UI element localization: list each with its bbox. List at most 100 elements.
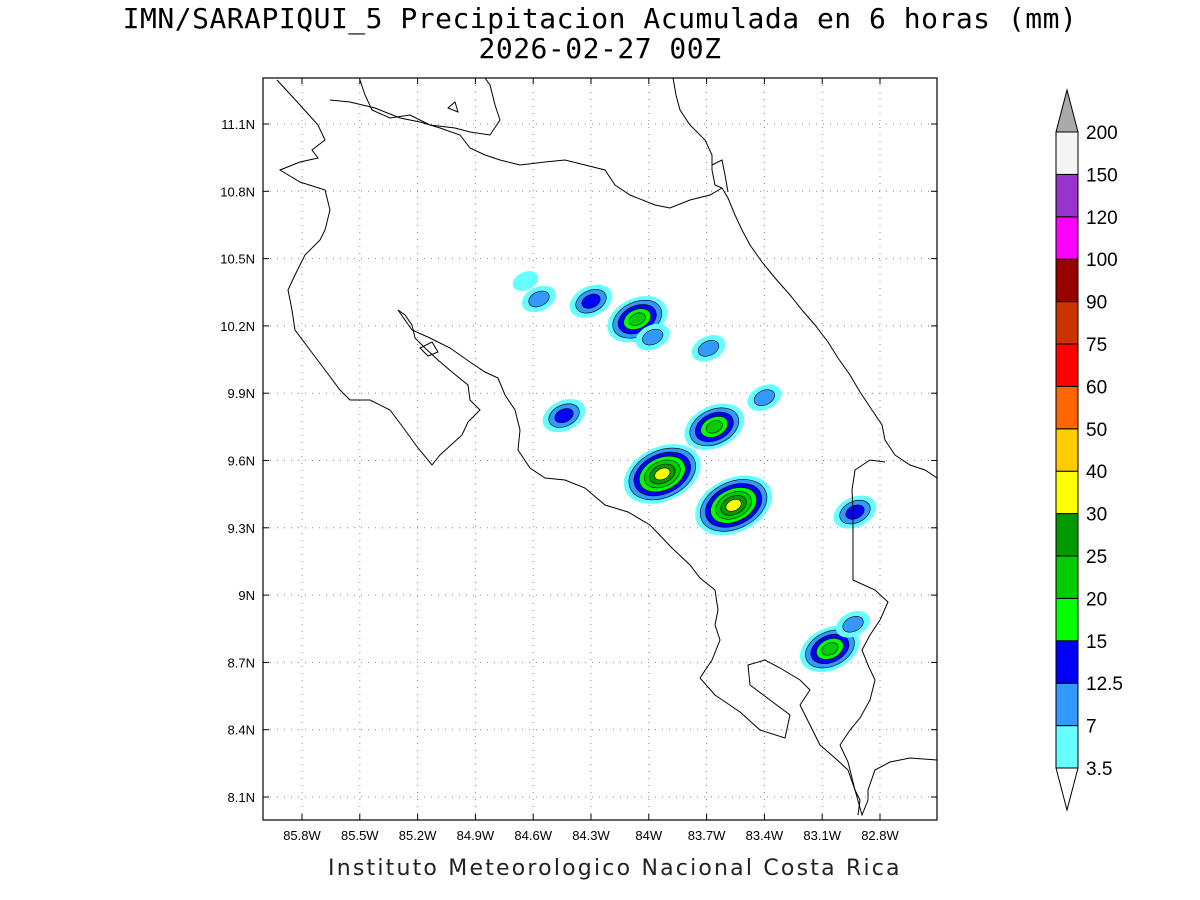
- color-legend: 3.5 7 12.5 15 20 25 30 40 50 60 75 90 100 120 150 200: [1055, 88, 1123, 812]
- coastline-gulf-nicoya: [397, 309, 861, 816]
- map-background: [263, 78, 937, 820]
- rain-cell: [835, 610, 871, 638]
- colorbar-label: 50: [1086, 420, 1107, 441]
- colorbar-label: 15: [1086, 632, 1107, 653]
- lat-tick-label: 10.2N: [220, 319, 255, 334]
- islet: [447, 101, 459, 113]
- border-panama: [839, 459, 889, 791]
- lon-tick-label: 84.9W: [457, 828, 495, 843]
- colorbar-label: 150: [1086, 165, 1118, 186]
- rain-cell: [569, 284, 613, 318]
- rain-contour: [628, 312, 646, 326]
- colorbar-swatch: [1055, 682, 1079, 727]
- colorbar-label: 120: [1086, 208, 1118, 229]
- map-frame: [262, 77, 938, 821]
- island: [419, 341, 439, 357]
- rain-contour: [642, 328, 664, 346]
- rain-contour: [654, 467, 671, 481]
- rain-cell: [623, 444, 701, 504]
- lat-tick-label: 10.8N: [220, 184, 255, 199]
- lat-tick-label: 9.3N: [228, 521, 255, 536]
- colorbar-swatch: [1055, 173, 1079, 218]
- colorbar-swatch: [1055, 597, 1079, 642]
- lon-tick-label: 84.6W: [514, 828, 552, 843]
- colorbar-label: 40: [1086, 462, 1107, 483]
- colorbar-label: 30: [1086, 505, 1107, 526]
- colorbar-label: 200: [1086, 123, 1118, 144]
- rain-cell: [521, 285, 557, 313]
- colorbar-swatch: [1055, 555, 1079, 599]
- coastline-borders: [276, 78, 937, 817]
- rain-cell: [833, 495, 877, 529]
- colorbar-swatch: [1055, 301, 1079, 345]
- footer-institution: Instituto Meteorologico Nacional Costa R…: [328, 856, 902, 881]
- rain-cell: [695, 475, 773, 536]
- colorbar-label: 90: [1086, 293, 1107, 314]
- colorbar-label: 60: [1086, 377, 1107, 398]
- coastline-panama-south: [854, 757, 937, 817]
- lat-tick-label: 9.6N: [228, 454, 255, 469]
- lon-tick-label: 85.5W: [341, 828, 379, 843]
- lat-tick-label: 10.5N: [220, 252, 255, 267]
- coastline-northwest: [276, 79, 481, 466]
- colorbar-swatch: [1055, 725, 1079, 769]
- rain-contour: [697, 340, 720, 357]
- colorbar-swatch: [1055, 385, 1079, 430]
- rain-contour: [821, 642, 839, 656]
- lat-tick-label: 8.4N: [228, 723, 255, 738]
- lon-tick-label: 84.3W: [572, 828, 610, 843]
- colorbar-label: 12.5: [1086, 674, 1123, 695]
- coastline-caribbean: [672, 78, 937, 479]
- lon-tick-label: 83.4W: [746, 828, 784, 843]
- colorbar-label: 3.5: [1086, 759, 1112, 780]
- lake-nicaragua-shore: [359, 78, 501, 136]
- rain-cell: [635, 323, 670, 351]
- colorbar-swatch: [1055, 640, 1079, 684]
- rain-contour: [581, 293, 601, 309]
- rain-cells: [512, 271, 877, 673]
- rain-contour: [705, 420, 723, 434]
- colorbar-swatch: [1055, 513, 1079, 557]
- rain-cell: [691, 335, 726, 362]
- axis-tick-labels: 85.8W 85.5W 85.2W 84.9W 84.6W 84.3W 84W 83.7W 83…: [220, 78, 937, 843]
- colorbar-under-arrow: [1055, 767, 1079, 812]
- colorbar-label: 20: [1086, 589, 1107, 610]
- coastline-north-cape: [711, 159, 729, 193]
- map-title: IMN/SARAPIQUI_5 Precipitacion Acumulada …: [122, 2, 1078, 35]
- lat-tick-label: 9.9N: [228, 386, 255, 401]
- lon-tick-label: 83.1W: [803, 828, 841, 843]
- rain-contour: [842, 616, 864, 633]
- rain-contour: [512, 271, 539, 291]
- colorbar-swatch: [1055, 428, 1079, 472]
- lat-tick-label: 8.7N: [228, 655, 255, 670]
- colorbar-label: 7: [1086, 717, 1097, 738]
- map-subtitle-date: 2026-02-27 00Z: [478, 32, 722, 65]
- lon-tick-label: 84W: [635, 828, 662, 843]
- colorbar-label: 75: [1086, 335, 1107, 356]
- rain-cell: [542, 399, 586, 433]
- rain-cell: [747, 384, 782, 411]
- rain-contour: [845, 504, 865, 520]
- rain-cell: [684, 403, 745, 451]
- lon-tick-label: 85.8W: [283, 828, 321, 843]
- colorbar-swatch: [1055, 470, 1079, 515]
- lat-tick-label: 11.1N: [221, 117, 255, 132]
- border-nicaragua: [329, 99, 723, 209]
- lat-tick-label: 8.1N: [228, 790, 255, 805]
- lat-tick-label: 9N: [238, 588, 255, 603]
- rain-contour: [528, 290, 550, 308]
- colorbar-swatch: [1055, 131, 1079, 175]
- colorbar-label: 100: [1086, 250, 1118, 271]
- lon-tick-label: 83.7W: [688, 828, 726, 843]
- colorbar-swatch: [1055, 343, 1079, 387]
- rain-contour: [725, 499, 742, 512]
- colorbar-label: 25: [1086, 547, 1107, 568]
- colorbar-swatch: [1055, 258, 1079, 303]
- rain-contour: [753, 389, 775, 406]
- lon-tick-label: 82.8W: [861, 828, 899, 843]
- rain-contour: [554, 408, 574, 424]
- lon-tick-label: 85.2W: [399, 828, 437, 843]
- rain-cell: [512, 271, 539, 291]
- colorbar-swatch: [1055, 216, 1079, 260]
